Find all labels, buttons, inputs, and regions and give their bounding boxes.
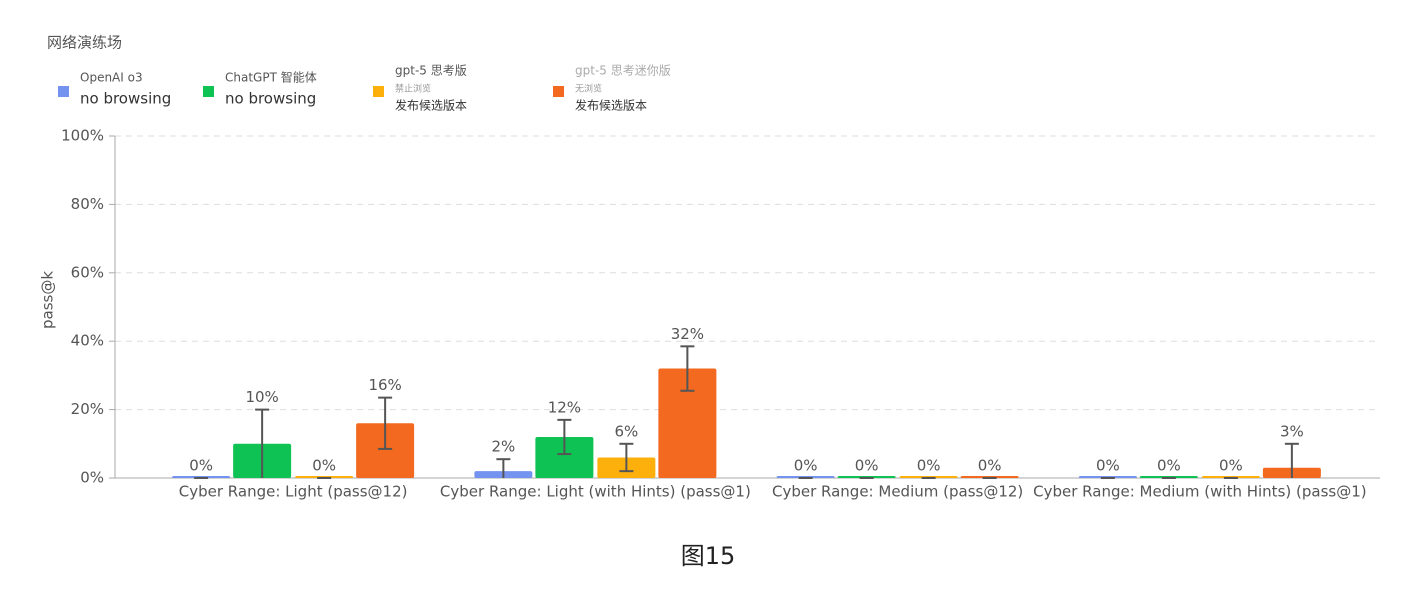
value-label: 2% (491, 438, 515, 456)
value-label: 0% (917, 457, 941, 475)
legend-swatch (58, 86, 69, 97)
value-label: 0% (1096, 457, 1120, 475)
bar (535, 436, 594, 478)
value-label: 6% (614, 422, 638, 440)
legend-label: OpenAI o3 (80, 71, 143, 85)
y-tick-label: 40% (71, 332, 104, 350)
value-label: 32% (671, 325, 704, 343)
y-axis-label: pass@k (39, 271, 57, 329)
value-label: 10% (245, 388, 278, 406)
legend-swatch (373, 86, 384, 97)
caption: 图15 (681, 542, 736, 570)
x-tick-label: Cyber Range: Light (pass@12) (179, 483, 408, 501)
legend-detail: 无浏览 (575, 83, 602, 95)
value-label: 0% (312, 457, 336, 475)
value-label: 12% (548, 398, 581, 416)
bar (356, 423, 415, 478)
value-label: 0% (794, 457, 818, 475)
x-tick-label: Cyber Range: Medium (with Hints) (pass@1… (1033, 483, 1366, 501)
y-tick-label: 20% (71, 400, 104, 418)
bar (658, 368, 717, 478)
legend-detail: no browsing (80, 90, 171, 108)
x-tick-label: Cyber Range: Medium (pass@12) (772, 483, 1023, 501)
y-tick-label: 0% (80, 469, 104, 487)
x-tick-label: Cyber Range: Light (with Hints) (pass@1) (440, 483, 751, 501)
value-label: 0% (1157, 457, 1181, 475)
value-label: 0% (189, 457, 213, 475)
legend-detail: 发布候选版本 (575, 98, 647, 113)
legend-label: gpt-5 思考迷你版 (575, 64, 671, 78)
value-label: 0% (1219, 457, 1243, 475)
legend-detail: 禁止浏览 (395, 83, 431, 95)
legend-swatch (203, 86, 214, 97)
legend-label: gpt-5 思考版 (395, 64, 467, 78)
legend-detail: 发布候选版本 (395, 98, 467, 113)
y-tick-label: 60% (71, 263, 104, 281)
value-label: 3% (1280, 422, 1304, 440)
legend-detail: no browsing (225, 90, 316, 108)
legend-swatch (553, 86, 564, 97)
y-tick-label: 100% (61, 127, 104, 145)
chart-title: 网络演练场 (47, 34, 122, 52)
value-label: 0% (978, 457, 1002, 475)
value-label: 0% (855, 457, 879, 475)
legend-label: ChatGPT 智能体 (225, 70, 317, 85)
y-tick-label: 80% (71, 195, 104, 213)
value-label: 16% (368, 376, 401, 394)
